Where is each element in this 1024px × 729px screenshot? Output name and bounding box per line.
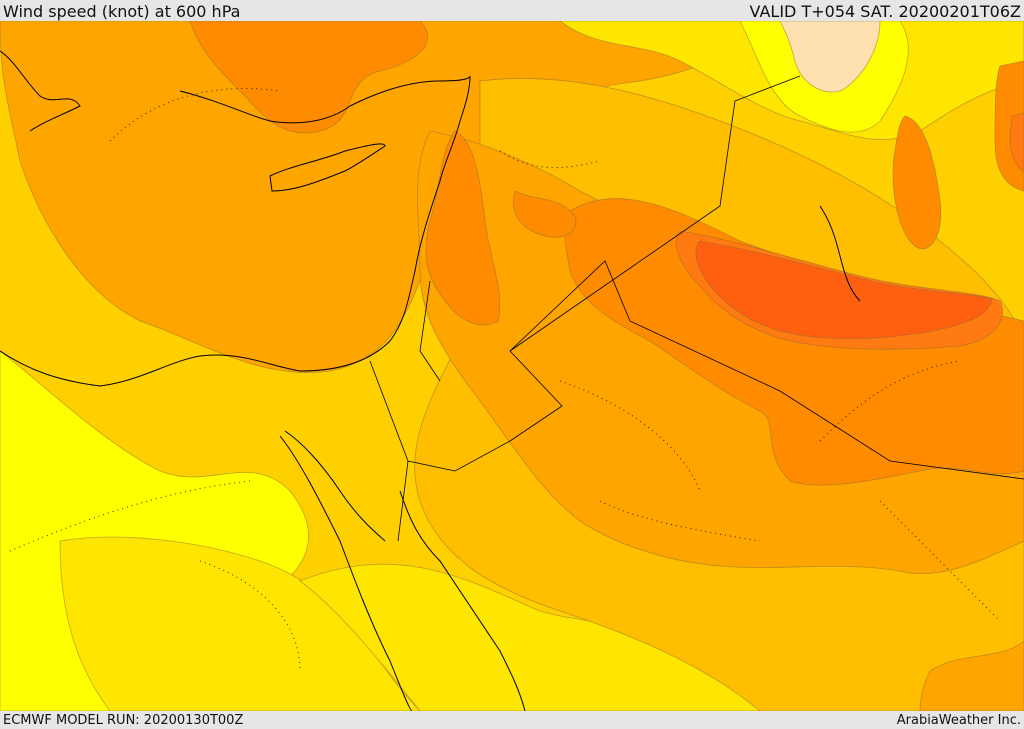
coastline-red-sea-west <box>279 435 413 711</box>
map-header: Wind speed (knot) at 600 hPa VALID T+054… <box>0 0 1024 21</box>
band-dark-orange-levant <box>425 130 501 326</box>
band-dark-orange-north <box>189 21 429 134</box>
map-title: Wind speed (knot) at 600 hPa <box>3 2 241 21</box>
weather-map[interactable] <box>0 21 1024 711</box>
band-dark-orange-mesopotamia <box>513 190 577 238</box>
coastline-aegean <box>0 50 81 132</box>
band-orange-north <box>0 21 761 373</box>
coastline-mediterranean <box>0 75 471 387</box>
valid-time: VALID T+054 SAT. 20200201T06Z <box>749 2 1021 21</box>
coastline-cyprus <box>269 143 386 192</box>
wind-speed-map-svg <box>0 21 1024 711</box>
band-deep-orange-streak <box>695 240 993 340</box>
coastline-persian-gulf <box>819 205 861 302</box>
dotted-boundaries <box>9 88 1001 672</box>
coastline-red-sea-east <box>399 490 526 711</box>
model-run-label: ECMWF MODEL RUN: 20200130T00Z <box>3 713 244 728</box>
coastline-gulf-of-suez <box>284 430 386 542</box>
band-dark-orange-iran-north <box>892 115 942 250</box>
coastline-turkey-south <box>179 75 471 124</box>
credit-label: ArabiaWeather Inc. <box>896 713 1021 728</box>
band-peach-north <box>779 21 881 93</box>
border-lines <box>369 75 1024 542</box>
map-footer: ECMWF MODEL RUN: 20200130T00Z ArabiaWeat… <box>0 711 1024 729</box>
